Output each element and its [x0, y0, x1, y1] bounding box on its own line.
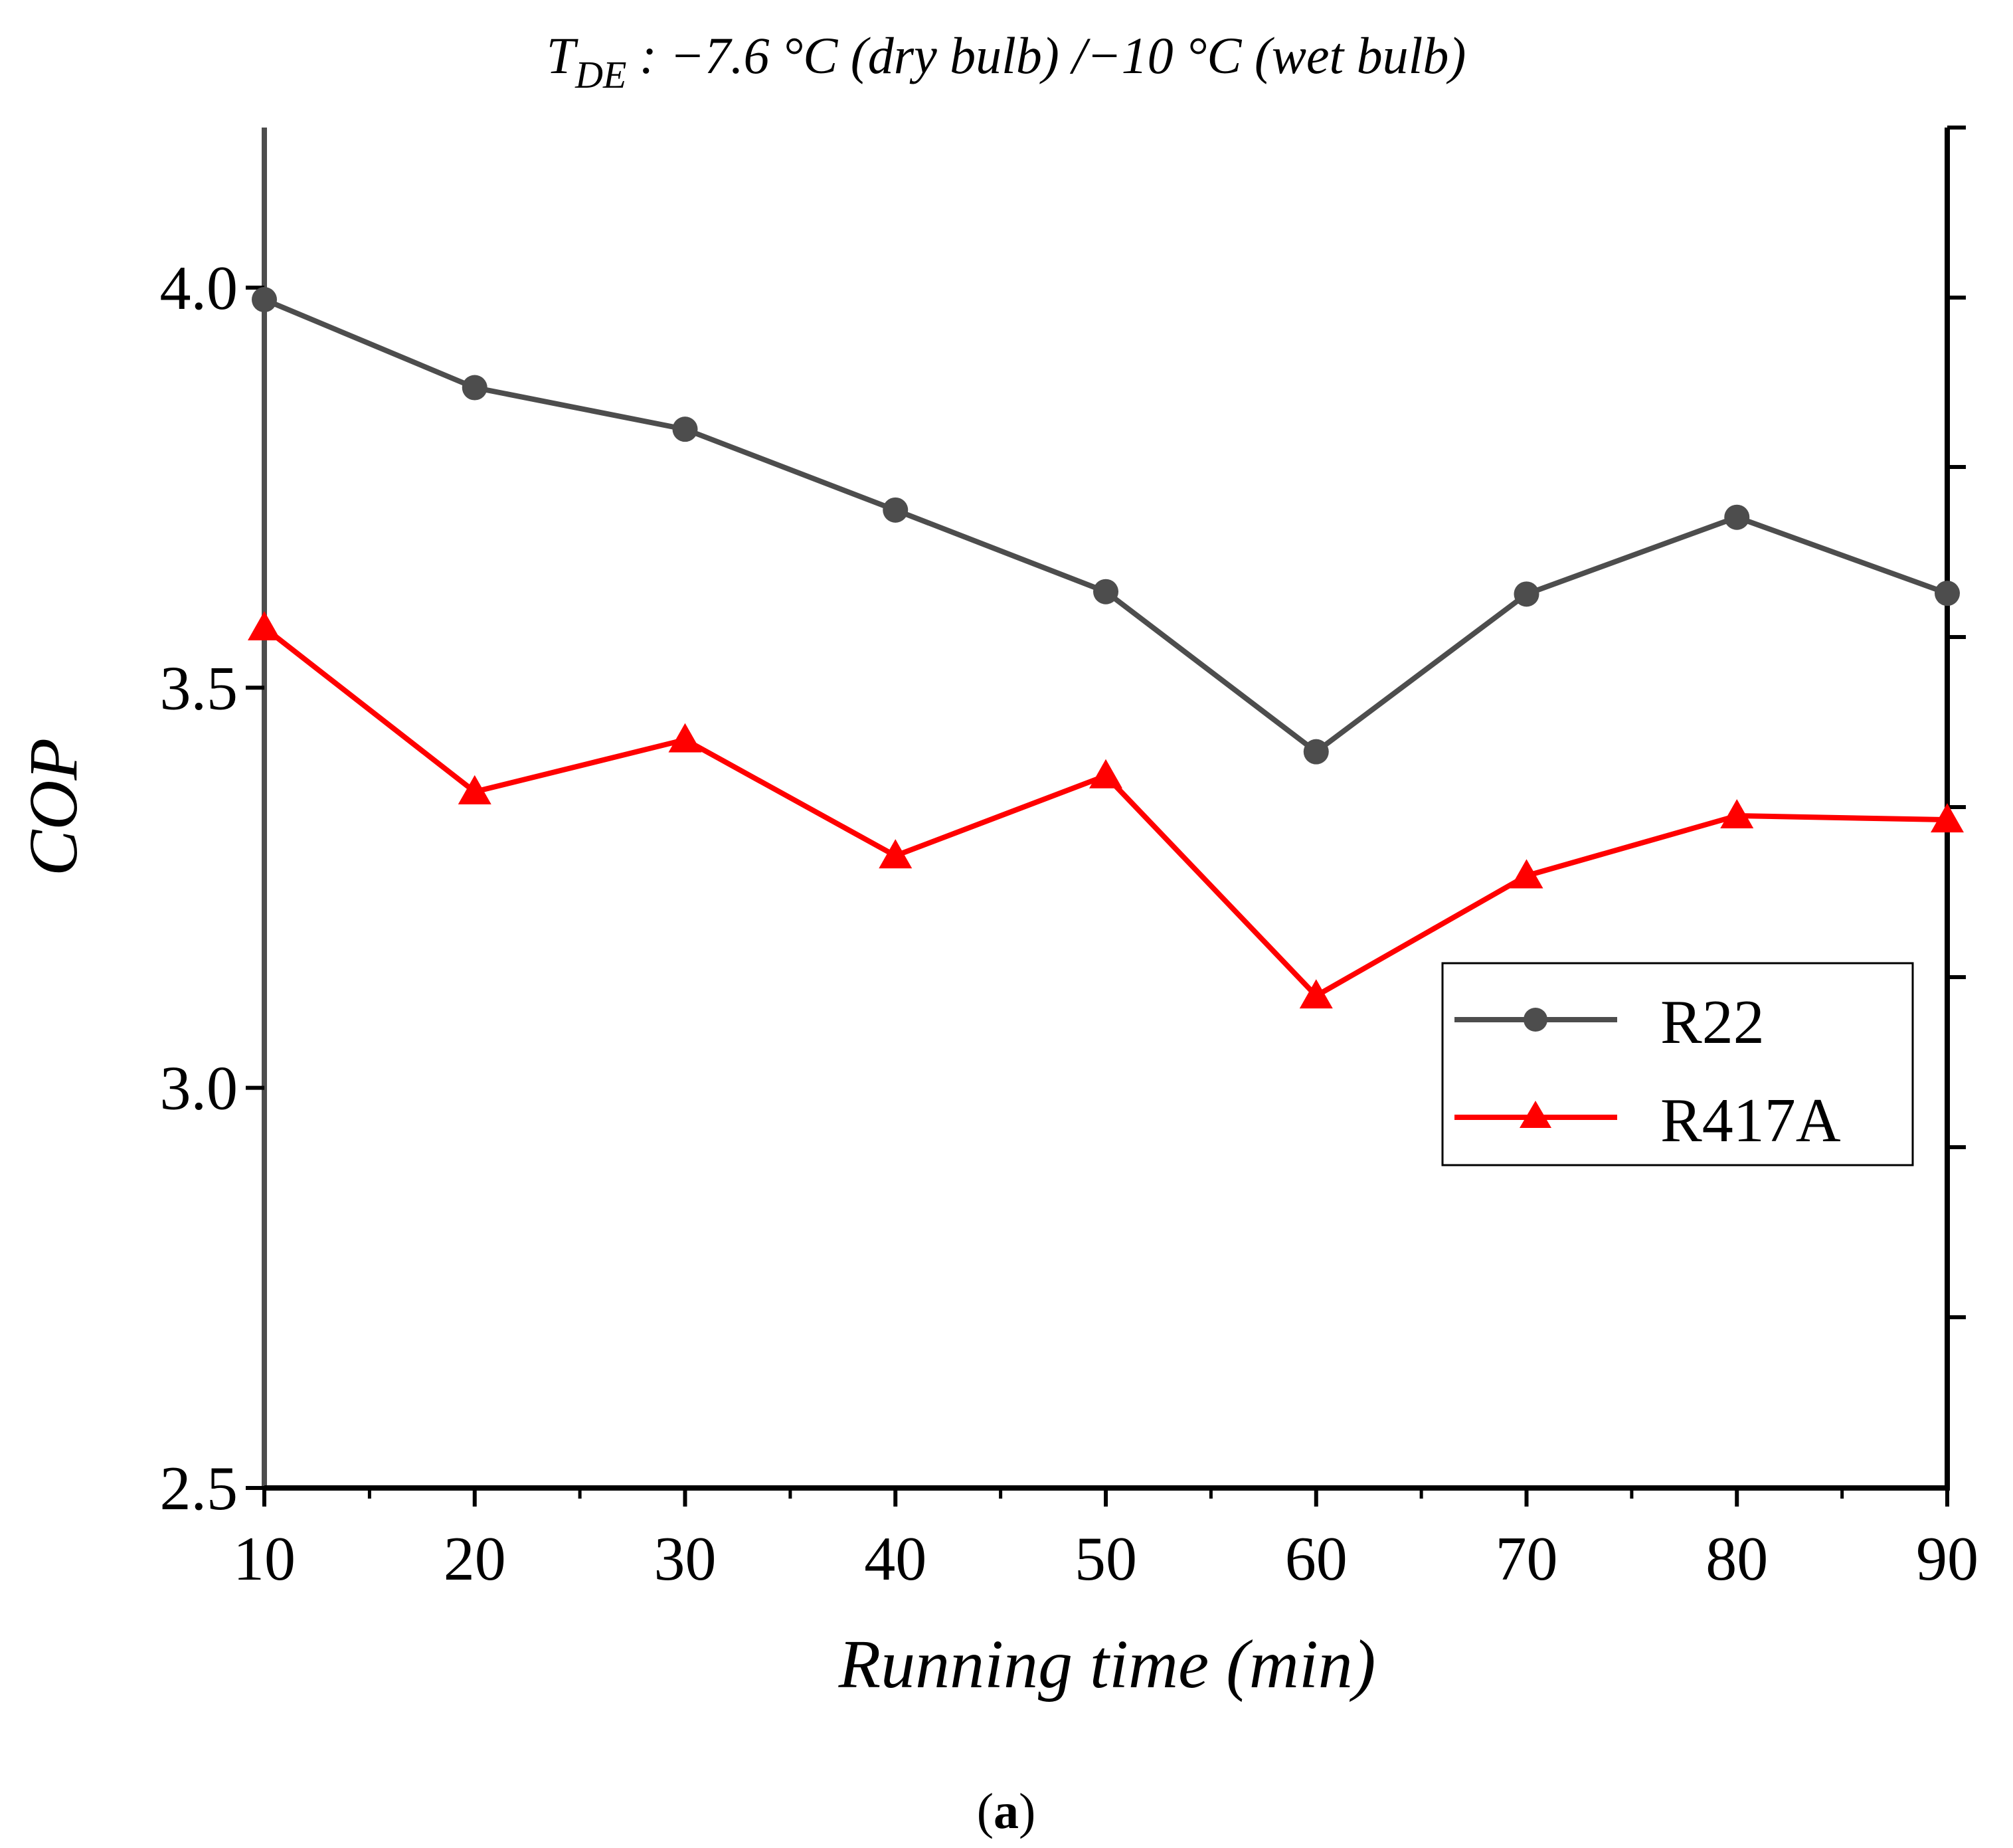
data-point-r417a-10 — [248, 610, 281, 640]
caption-close-paren: ) — [1019, 1784, 1035, 1839]
data-point-r417a-90 — [1931, 803, 1964, 833]
legend-box — [1441, 962, 1914, 1166]
x-tick-label-10: 10 — [233, 1525, 296, 1594]
legend-item-r22: R22 — [1454, 988, 1765, 1057]
caption-open-paren: ( — [977, 1784, 994, 1839]
series-layer — [248, 287, 1964, 1009]
x-tick-label-80: 80 — [1706, 1525, 1768, 1594]
data-point-r22-20 — [462, 375, 487, 401]
x-axis-title: Running time (min) — [838, 1626, 1376, 1703]
chart-title-subscript: DE — [574, 53, 626, 96]
series-r417a — [248, 610, 1964, 1009]
data-point-r22-10 — [252, 287, 277, 313]
data-point-r22-40 — [883, 497, 909, 523]
legend-r22-marker — [1524, 1008, 1547, 1032]
x-tick-label-30: 30 — [654, 1525, 717, 1594]
chart-title-rest: : −7.6 °C (dry bulb) /−10 °C (wet bulb) — [626, 27, 1466, 84]
x-tick-label-50: 50 — [1075, 1525, 1137, 1594]
chart-title-main: T — [547, 27, 578, 84]
series-line-r22 — [263, 297, 1949, 755]
legend: R22 R417A — [1441, 962, 1914, 1166]
y-axis-title: COP — [15, 738, 92, 876]
data-point-r417a-50 — [1089, 759, 1122, 788]
y-tick-label-4.0: 4.0 — [160, 254, 238, 323]
data-point-r22-50 — [1093, 579, 1118, 604]
legend-r417a-label: R417A — [1660, 1086, 1841, 1155]
y-tick-label-3.0: 3.0 — [160, 1054, 238, 1123]
caption-label: a — [994, 1784, 1019, 1839]
y-axis-ticks: 2.5 3.0 3.5 4.0 — [160, 254, 264, 1523]
y-tick-label-2.5: 2.5 — [160, 1454, 238, 1523]
series-line-r417a — [262, 625, 1948, 999]
x-tick-label-60: 60 — [1285, 1525, 1348, 1594]
data-point-r417a-20 — [458, 775, 491, 804]
legend-r417a-marker — [1520, 1101, 1551, 1128]
x-axis-ticks: 10 20 30 40 50 60 70 80 90 — [233, 1488, 1978, 1594]
chart-title: TDE : −7.6 °C (dry bulb) /−10 °C (wet bu… — [547, 27, 1466, 96]
legend-item-r417a: R417A — [1454, 1086, 1841, 1155]
y-tick-label-3.5: 3.5 — [160, 654, 238, 723]
data-point-r22-80 — [1724, 504, 1750, 530]
data-point-r417a-30 — [668, 723, 702, 753]
data-point-r417a-60 — [1299, 979, 1333, 1009]
series-r22 — [252, 287, 1960, 765]
x-tick-label-20: 20 — [444, 1525, 506, 1594]
x-tick-label-70: 70 — [1496, 1525, 1558, 1594]
right-axis-ticks — [1947, 126, 1966, 1319]
x-tick-label-40: 40 — [864, 1525, 926, 1594]
figure-caption: (a) — [977, 1784, 1036, 1839]
legend-r22-label: R22 — [1660, 988, 1765, 1057]
data-point-r22-30 — [672, 416, 698, 442]
data-point-r22-90 — [1935, 581, 1960, 606]
data-point-r22-70 — [1514, 581, 1539, 607]
x-tick-label-90: 90 — [1916, 1525, 1978, 1594]
data-point-r417a-70 — [1510, 859, 1543, 889]
data-point-r417a-40 — [879, 839, 913, 869]
data-point-r22-60 — [1303, 739, 1329, 765]
data-point-r417a-80 — [1720, 799, 1754, 829]
